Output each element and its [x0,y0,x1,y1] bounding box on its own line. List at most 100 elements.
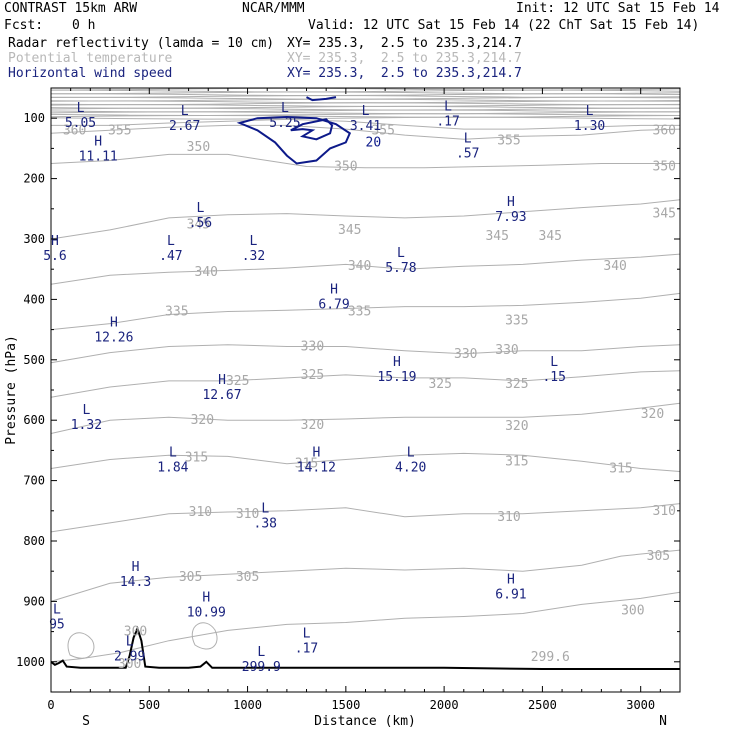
wind-extremum-type: L [444,99,452,114]
theta-contour-355 [50,124,681,140]
theta-contour-label: 320 [505,419,528,434]
wind-extremum-value: 14.3 [120,575,151,590]
theta-contour-label: 340 [603,259,626,274]
x-tick-label: 1500 [331,698,360,712]
theta-contour-label: 315 [505,454,528,469]
wind-extremum-type: L [82,403,90,418]
wind-extremum-value: .32 [242,249,265,264]
y-tick-label: 800 [23,534,45,548]
institution-label: NCAR/MMM [242,1,305,16]
theta-contour-label: 350 [334,160,357,175]
y-axis-label: Pressure (hPa) [4,335,19,445]
valid-time: Valid: 12 UTC Sat 15 Feb 14 (22 ChT Sat … [308,18,700,33]
wind-extremum-type: L [196,201,204,216]
x-tick-label: 3000 [626,698,655,712]
theta-contour-label: 320 [301,418,324,433]
theta-contour-line [50,111,681,115]
theta-contour-340 [50,253,681,285]
wind-extremum-type: L [550,355,558,370]
theta-contour-325 [50,370,681,398]
wind-extremum-value: .15 [542,370,565,385]
theta-contour-label: 350 [653,160,676,175]
terrain [50,625,680,670]
theta-contour-label: 360 [63,123,86,138]
theta-contour-label: 320 [191,413,214,428]
wind-extremum-value: 5.78 [385,261,416,276]
plot-frame [50,87,681,693]
wind-extremum-type: H [132,560,140,575]
theta-contour-label: 360 [653,123,676,138]
field-name-wind: Horizontal wind speed [8,66,173,81]
axes: 0 500 1000 1500 2000 2500 3000 100 200 300 400 500 6… [16,87,681,712]
theta-contour-line [50,114,681,118]
wind-extremum-type: H [202,590,210,605]
wind-extremum-value: 5.6 [43,249,66,264]
x-tick-label: 1000 [233,698,262,712]
theta-contour-330 [50,344,681,364]
y-tick-label: 500 [23,353,45,367]
contour-labels: 360 355 350 355 355 360 350 350 345 345 345 345 345 3… [63,123,676,672]
wind-extremum-value: 5.25 [269,116,300,131]
theta-contour-label: 315 [609,462,632,477]
theta-contour-label: 325 [428,377,451,392]
theta-contour-label: 305 [179,570,202,585]
theta-contour-line [50,116,681,120]
theta-contour-label: 340 [348,259,371,274]
wind-extremum-type: L [261,502,269,517]
theta-contour-label: 340 [195,265,218,280]
wind-extremum-value: 12.67 [202,388,241,403]
wind-extremum-value: .17 [295,642,318,657]
theta-contour-label: 355 [371,123,394,138]
x-axis-label: Distance (km) [314,714,416,729]
theta-contour-loop [67,632,95,659]
theta-contour-label: 310 [497,510,520,525]
wind-extremum-value: 12.26 [94,331,133,346]
theta-contour-350 [50,153,680,169]
x-tick-label: 0 [47,698,54,712]
wind-extremum-value: 299.9 [242,660,281,675]
wind-extremum-type: L [407,445,415,460]
wind-extremum-value: 3.41 [350,119,381,134]
theta-contour-360 [51,118,680,130]
theta-contour-label: 335 [348,304,371,319]
wind-extremum-value: 10.99 [187,605,226,620]
wind-extremum-value: 15.19 [377,370,416,385]
theta-contour-line [50,89,681,93]
wind-extremum-type: H [393,355,401,370]
reflectivity-contour [236,115,352,165]
wind-extremum-value: .56 [189,216,212,231]
fcst-value: 0 h [72,18,96,33]
wind-extremum-value: .17 [436,114,459,129]
wind-extremum-value: 95 [49,618,65,633]
theta-contour-label: 305 [236,570,259,585]
wind-extremum-value: 6.91 [495,587,526,602]
reflectivity-contour [306,96,337,102]
y-tick-label: 600 [23,413,45,427]
y-tick-label: 100 [23,111,45,125]
wind-extremum-type: L [77,101,85,116]
theta-contour-label: 350 [187,140,210,155]
theta-contour-label: 355 [108,123,131,138]
field-xy-theta: XY= 235.3, 2.5 to 235.3,214.7 [287,51,522,66]
x-tick-label: 2500 [528,698,557,712]
y-tick-label: 900 [23,594,45,608]
y-tick-label: 400 [23,292,45,306]
theta-contour-label: 335 [505,314,528,329]
wind-extremum-type: L [464,131,472,146]
theta-contour-label: 345 [338,223,361,238]
wind-extremum-value: .57 [456,146,479,161]
wind-extremum-value: 2.67 [169,119,200,134]
wind-extremum-value: 1.30 [574,119,605,134]
theta-contour-label: 315 [295,457,318,472]
theta-contour-315 [50,452,681,472]
x-end-label-right: N [659,714,667,729]
wind-extremum-type: L [181,104,189,119]
wind-extremum-type: H [94,134,102,149]
wind-extremum-type: H [51,234,59,249]
wind-extremum-type: L [397,246,405,261]
wind-extremum-type: L [169,445,177,460]
theta-contour-label: 330 [301,340,324,355]
wind-extremum-type: L [303,627,311,642]
wind-extremum-value: 5.05 [65,116,96,131]
